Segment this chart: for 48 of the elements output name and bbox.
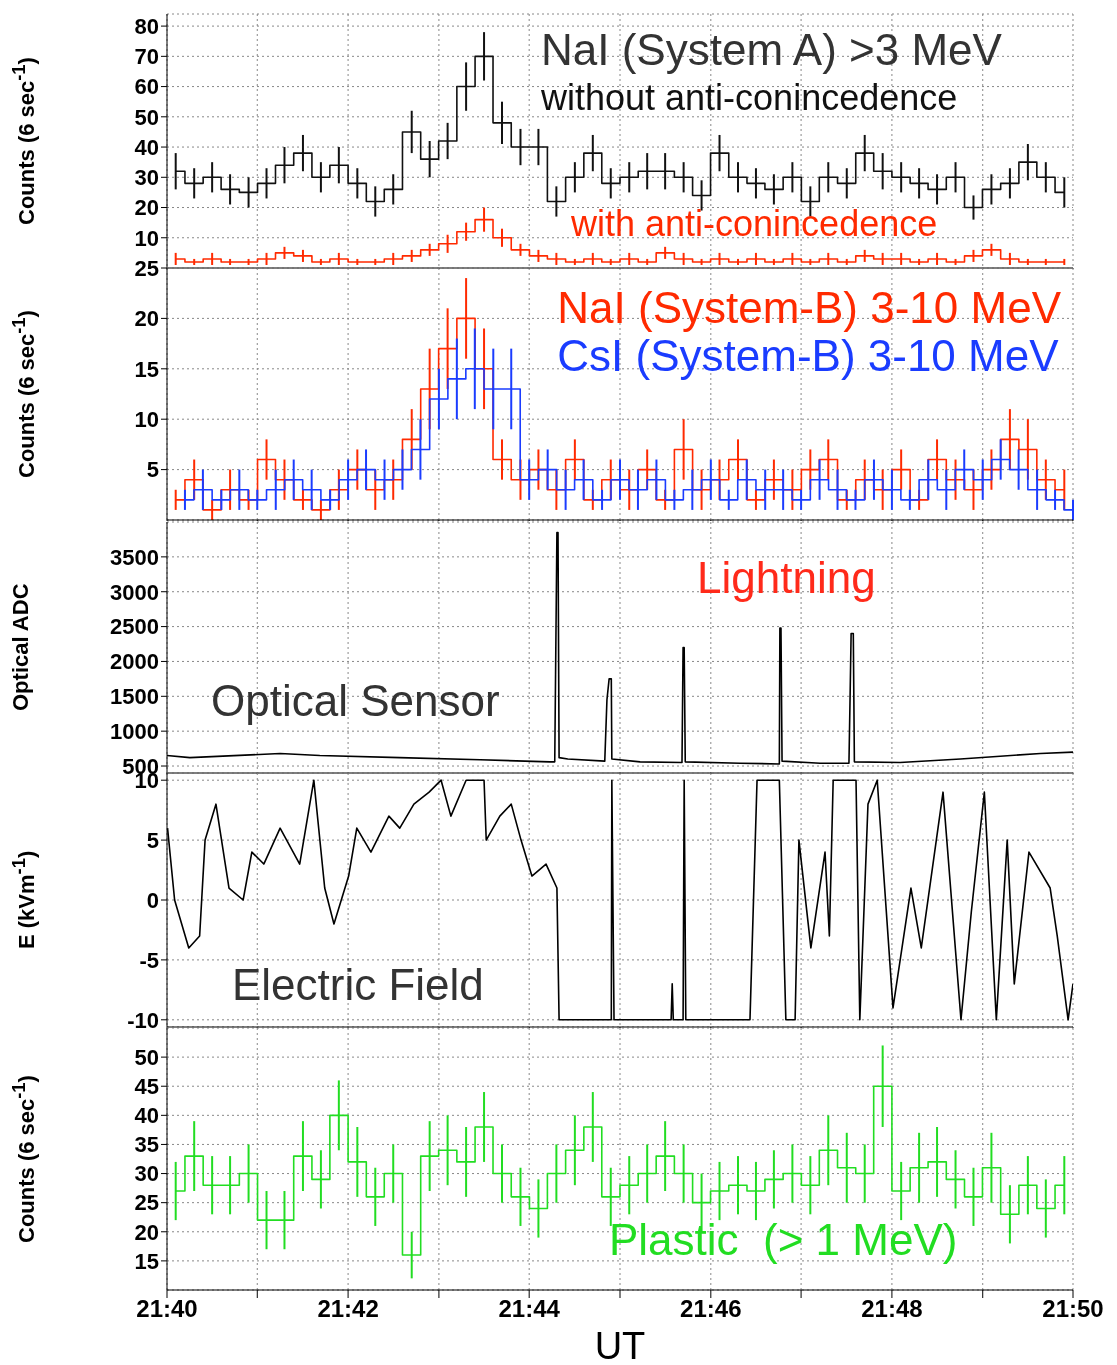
y-tick-label: 15 xyxy=(134,1248,159,1274)
y-tick-label: 30 xyxy=(134,1161,159,1187)
y-tick-label: 5 xyxy=(146,827,159,853)
x-tick-label: 21:48 xyxy=(861,1295,923,1323)
y-tick-label: -5 xyxy=(139,947,159,973)
y-tick-label: 2000 xyxy=(110,649,159,675)
x-tick-label: 21:44 xyxy=(498,1295,561,1323)
y-tick-label: 45 xyxy=(134,1074,159,1100)
y-tick-label: 80 xyxy=(134,13,159,39)
x-tick-label: 21:46 xyxy=(680,1295,742,1323)
y-tick-label: 3500 xyxy=(110,544,159,570)
x-tick-label: 21:40 xyxy=(136,1295,198,1323)
x-axis-title: UT xyxy=(593,1325,647,1365)
y-tick-label: 40 xyxy=(134,134,159,160)
y-tick-label: 2500 xyxy=(110,614,159,640)
y-tick-label: 20 xyxy=(134,1219,159,1245)
y-tick-label: 1500 xyxy=(110,684,159,710)
y-tick-label: 40 xyxy=(134,1103,159,1129)
series-label: without anti-conincedence xyxy=(540,77,959,118)
y-tick-label: -10 xyxy=(127,1007,159,1033)
y-tick-label: 70 xyxy=(134,44,159,70)
y-tick-label: 5 xyxy=(146,457,159,483)
y-tick-label: 30 xyxy=(134,165,159,191)
annotation: Electric Field xyxy=(231,960,485,1010)
series-label: with anti-conincedence xyxy=(570,203,939,244)
y-tick-label: 25 xyxy=(134,1190,159,1216)
series-label: NaI (System-B) 3-10 MeV xyxy=(557,283,1061,332)
y-tick-label: 20 xyxy=(134,195,159,221)
x-tick-label: 21:42 xyxy=(317,1295,379,1323)
y-axis-title: Optical ADC xyxy=(8,582,34,714)
y-tick-label: 0 xyxy=(146,887,159,913)
y-tick-label: 50 xyxy=(134,104,159,130)
x-tick-label: 21:50 xyxy=(1042,1295,1104,1323)
annotation: Optical Sensor xyxy=(210,676,501,726)
y-tick-label: 20 xyxy=(134,306,159,332)
y-tick-label: 3000 xyxy=(110,579,159,605)
y-tick-label: 1000 xyxy=(110,718,159,744)
y-tick-label: 25 xyxy=(134,255,159,281)
y-tick-label: 15 xyxy=(134,356,159,382)
series-label: CsI (System-B) 3-10 MeV xyxy=(557,331,1060,380)
y-tick-label: 35 xyxy=(134,1132,159,1158)
y-tick-label: 10 xyxy=(134,225,159,251)
annotation: NaI (System A) >3 MeV xyxy=(540,25,1003,75)
y-tick-label: 10 xyxy=(134,407,159,433)
series-label: Plastic (> 1 MeV) xyxy=(608,1215,959,1265)
y-tick-label: 50 xyxy=(134,1044,159,1070)
y-tick-label: 60 xyxy=(134,74,159,100)
annotation: Lightning xyxy=(696,553,877,603)
